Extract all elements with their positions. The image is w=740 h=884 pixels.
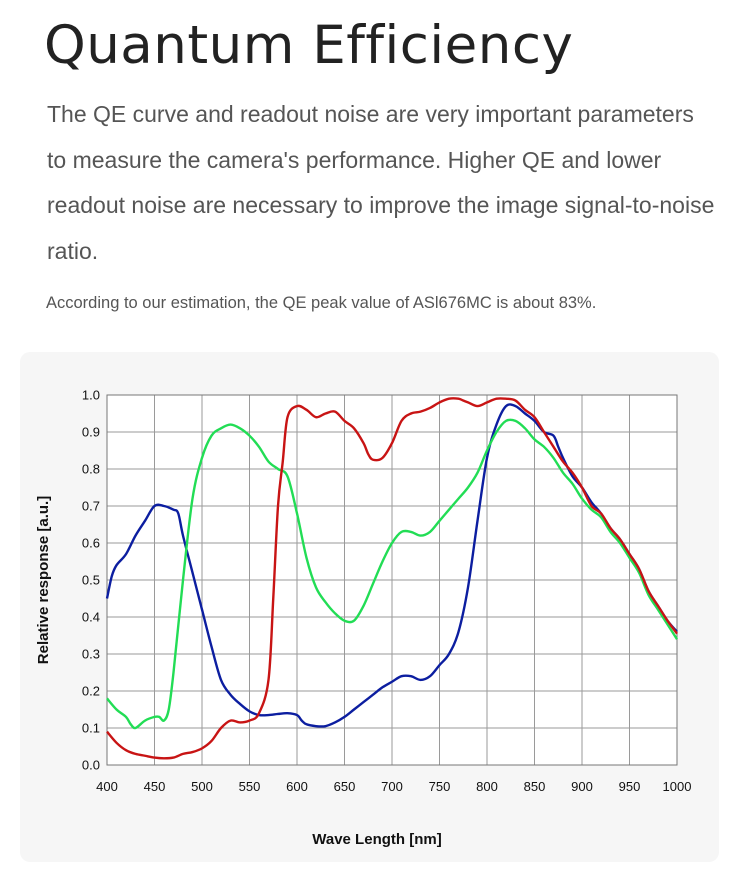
series-line-blue	[105, 403, 678, 728]
y-tick-label: 1.0	[82, 388, 100, 403]
intro-paragraph: The QE curve and readout noise are very …	[47, 101, 715, 264]
plot-frame	[106, 394, 678, 766]
x-tick-label: 850	[524, 779, 546, 794]
y-tick-labels: 0.0 0.1 0.2 0.3 0.4 0.5 0.6 0.7 0.8 0.9 1.0	[82, 388, 100, 773]
qe-peak-note: According to our estimation, the QE peak…	[46, 294, 597, 312]
x-axis-label: Wave Length [nm]	[312, 831, 441, 848]
qe-chart: 0.0 0.1 0.2 0.3 0.4 0.5 0.6 0.7 0.8 0.9 1.0 400 450…	[35, 388, 691, 849]
series-line-green	[106, 418, 679, 730]
x-tick-label: 800	[476, 779, 498, 794]
x-tick-label: 500	[191, 779, 213, 794]
series-lines	[105, 397, 679, 760]
y-tick-label: 0.3	[82, 647, 100, 662]
x-tick-label: 600	[286, 779, 308, 794]
y-tick-label: 0.4	[82, 610, 100, 625]
y-tick-label: 0.7	[82, 499, 100, 514]
x-tick-label: 550	[239, 779, 261, 794]
y-tick-label: 0.6	[82, 536, 100, 551]
x-tick-label: 900	[571, 779, 593, 794]
x-tick-label: 750	[429, 779, 451, 794]
x-tick-label: 700	[381, 779, 403, 794]
x-tick-label: 950	[619, 779, 641, 794]
y-tick-label: 0.5	[82, 573, 100, 588]
y-axis-label: Relative response [a.u.]	[35, 496, 52, 664]
x-tick-label: 650	[334, 779, 356, 794]
x-tick-label: 450	[144, 779, 166, 794]
series-line-red	[106, 397, 678, 760]
y-tick-label: 0.1	[82, 721, 100, 736]
y-tick-label: 0.9	[82, 425, 100, 440]
x-tick-label: 400	[96, 779, 118, 794]
y-tick-label: 0.8	[82, 462, 100, 477]
x-tick-labels: 400 450 500 550 600 650 700 750 800 850 900 950 1000	[96, 779, 691, 794]
y-tick-label: 0.2	[82, 684, 100, 699]
chart-card: 0.0 0.1 0.2 0.3 0.4 0.5 0.6 0.7 0.8 0.9 1.0 400 450…	[20, 352, 719, 862]
x-tick-label: 1000	[663, 779, 692, 794]
page-title: Quantum Efficiency	[44, 15, 574, 76]
y-tick-label: 0.0	[82, 758, 100, 773]
